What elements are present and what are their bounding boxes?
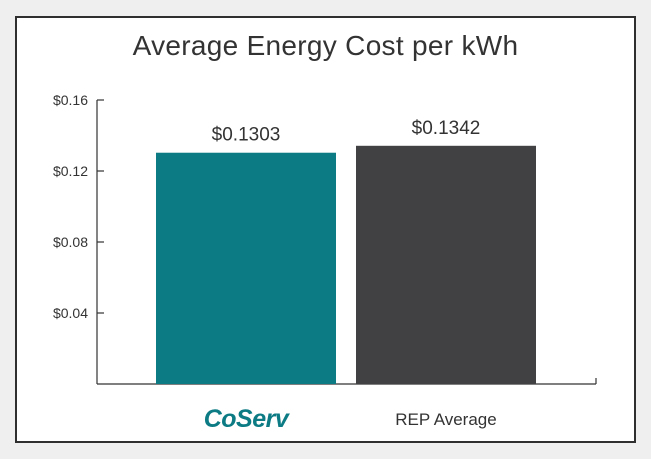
bar-rep-average [356,145,536,384]
coserv-logo: CoServ [204,405,291,433]
chart-title: Average Energy Cost per kWh [132,30,519,61]
bars [156,145,536,384]
y-axis: $0.04 $0.08 $0.12 $0.16 [53,92,104,384]
y-tick-label: $0.08 [53,234,88,250]
data-label: $0.1342 [412,118,481,139]
data-labels: $0.1303 $0.1342 [212,118,481,146]
bar-coserv [156,152,336,384]
category-labels: CoServ REP Average [204,405,497,433]
category-label: REP Average [395,410,496,429]
y-tick-label: $0.04 [53,305,88,321]
data-label: $0.1303 [212,125,281,146]
y-tick-label: $0.16 [53,92,88,108]
y-tick-label: $0.12 [53,163,88,179]
